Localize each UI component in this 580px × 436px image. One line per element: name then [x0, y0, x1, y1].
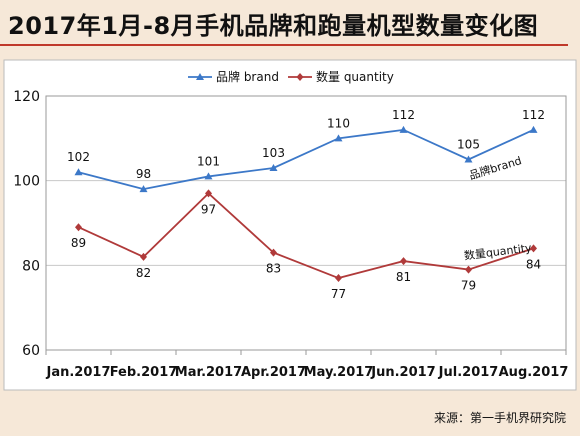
- quantity-point-7: [530, 244, 537, 253]
- source-note: 来源：第一手机界研究院: [433, 411, 566, 425]
- brand-data-label-7: 112: [522, 108, 545, 122]
- x-tick-label-6: Jul.2017: [438, 365, 499, 380]
- legend-marker-0: [196, 73, 204, 80]
- quantity-point-0: [75, 223, 82, 232]
- y-tick-label-80: 80: [22, 258, 40, 274]
- brand-point-7: [529, 125, 538, 133]
- quantity-data-label-1: 82: [136, 266, 151, 280]
- series-line-0: [78, 128, 534, 191]
- quantity-data-label-5: 81: [396, 270, 411, 284]
- x-tick-label-2: Mar.2017: [175, 365, 242, 380]
- brand-data-label-6: 105: [457, 138, 480, 152]
- legend-label-0: 品牌 brand: [216, 70, 279, 84]
- brand-point-5: [399, 125, 408, 133]
- brand-point-1: [139, 185, 148, 193]
- legend-label-1: 数量 quantity: [316, 69, 394, 84]
- x-tick-label-5: Jun.2017: [370, 365, 435, 380]
- brand-point-6: [464, 155, 473, 163]
- quantity-data-label-6: 79: [461, 279, 476, 293]
- title-divider: [0, 44, 568, 46]
- quantity-point-6: [465, 265, 472, 274]
- chart-area: [3, 59, 577, 391]
- series-line-1: [78, 192, 534, 279]
- brand-data-label-2: 101: [197, 154, 220, 168]
- legend-marker-1: [296, 73, 304, 81]
- brand-point-4: [334, 134, 343, 142]
- brand-data-label-5: 112: [392, 108, 415, 122]
- quantity-data-label-7: 84: [526, 257, 541, 271]
- quantity-point-4: [335, 274, 342, 283]
- x-tick-label-0: Jan.2017: [46, 365, 111, 380]
- brand-data-label-3: 103: [262, 146, 285, 160]
- x-tick-label-7: Aug.2017: [499, 365, 569, 380]
- x-tick-label-4: May.2017: [304, 365, 374, 380]
- quantity-point-5: [400, 257, 407, 266]
- brand-point-2: [204, 172, 213, 180]
- brand-point-0: [74, 168, 83, 176]
- brand-data-label-1: 98: [136, 167, 151, 181]
- y-tick-label-100: 100: [13, 174, 40, 190]
- quantity-data-label-3: 83: [266, 262, 281, 276]
- brand-point-3: [269, 163, 278, 171]
- x-tick-label-3: Apr.2017: [241, 365, 306, 380]
- x-tick-label-1: Feb.2017: [110, 365, 178, 380]
- brand-data-label-4: 110: [327, 116, 350, 130]
- quantity-data-label-4: 77: [331, 287, 346, 301]
- quantity-data-label-0: 89: [71, 236, 86, 250]
- quantity-data-label-2: 97: [201, 202, 216, 216]
- y-tick-label-120: 120: [13, 89, 40, 105]
- y-tick-label-60: 60: [22, 343, 40, 359]
- quantity-point-2: [205, 189, 212, 198]
- quantity-point-3: [270, 248, 277, 257]
- brand-data-label-0: 102: [67, 150, 90, 164]
- quantity-point-1: [140, 252, 147, 261]
- chart-title: 2017年1月-8月手机品牌和跑量机型数量变化图: [8, 12, 539, 40]
